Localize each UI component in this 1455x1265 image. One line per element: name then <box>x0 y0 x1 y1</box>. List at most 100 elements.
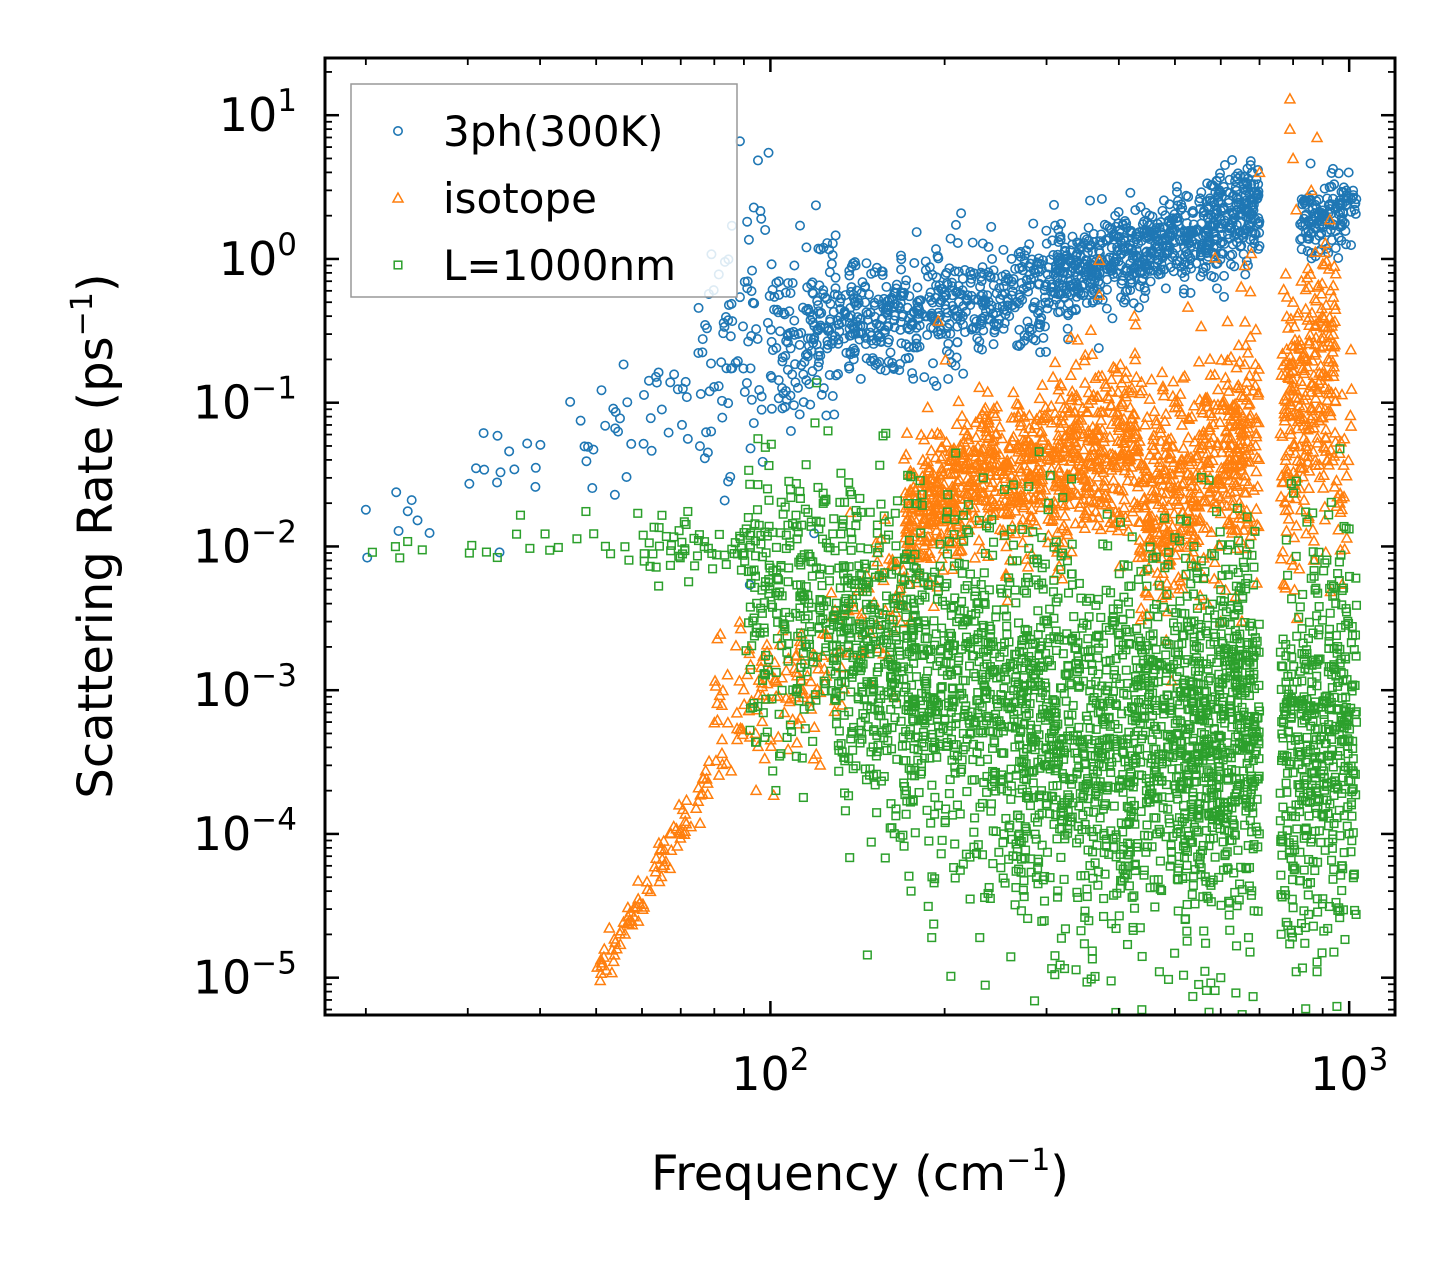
data-point-circle <box>1211 175 1222 186</box>
data-point-triangle <box>708 716 721 728</box>
data-point-circle <box>1010 263 1021 274</box>
data-point-circle <box>821 410 832 421</box>
data-point-circle <box>1083 222 1094 233</box>
data-point-circle <box>1332 202 1343 213</box>
data-point-circle <box>721 363 732 374</box>
data-point-circle <box>914 295 925 306</box>
data-point-triangle <box>594 966 608 978</box>
data-point-circle <box>802 351 813 362</box>
data-point-circle <box>797 302 808 313</box>
data-point-circle <box>745 363 756 374</box>
data-point-circle <box>1229 224 1240 235</box>
data-point-circle <box>998 244 1009 255</box>
data-point-circle <box>656 404 667 415</box>
data-point-circle <box>1181 218 1192 229</box>
data-point-triangle <box>733 615 746 627</box>
data-point-circle <box>622 397 633 408</box>
data-point-circle <box>966 269 977 280</box>
data-point-circle <box>1316 228 1327 239</box>
data-point-circle <box>780 287 791 298</box>
data-point-circle <box>849 296 860 307</box>
data-point-circle <box>1326 235 1337 246</box>
data-point-circle <box>583 441 594 452</box>
data-point-circle <box>1252 192 1263 203</box>
data-point-triangle <box>715 732 729 745</box>
data-point-triangle <box>993 447 1006 460</box>
data-point-circle <box>1102 274 1113 285</box>
data-point-circle <box>1150 232 1161 243</box>
data-point-circle <box>1006 253 1017 264</box>
data-point-circle <box>748 418 759 429</box>
data-point-circle <box>1240 269 1251 280</box>
data-point-circle <box>693 347 704 358</box>
data-point-circle <box>725 363 736 374</box>
data-point-circle <box>1062 268 1073 279</box>
data-point-circle <box>863 289 874 300</box>
data-point-circle <box>788 400 799 411</box>
data-point-triangle <box>653 843 667 855</box>
data-point-circle <box>790 359 801 370</box>
data-point-circle <box>1004 311 1015 322</box>
data-point-circle <box>1219 215 1230 226</box>
data-point-circle <box>1147 211 1158 222</box>
data-point-triangle <box>721 668 734 680</box>
data-point-circle <box>638 438 649 449</box>
data-point-circle <box>999 318 1010 329</box>
data-point-circle <box>862 315 873 326</box>
data-point-triangle <box>710 696 724 709</box>
data-point-circle <box>895 316 906 327</box>
data-point-circle <box>1252 164 1263 175</box>
data-point-triangle <box>968 551 982 563</box>
data-point-circle <box>833 338 844 349</box>
data-point-circle <box>1310 199 1321 210</box>
data-point-circle <box>816 389 827 400</box>
data-point-circle <box>1053 258 1064 269</box>
data-point-circle <box>927 269 938 280</box>
data-point-circle <box>1161 235 1172 246</box>
data-point-circle <box>953 266 964 277</box>
data-point-circle <box>626 438 637 449</box>
data-point-circle <box>1029 297 1040 308</box>
data-point-circle <box>1014 292 1025 303</box>
data-point-circle <box>1219 270 1230 281</box>
data-point-triangle <box>644 884 657 897</box>
data-point-circle <box>843 361 854 372</box>
data-point-circle <box>1215 248 1226 259</box>
data-point-circle <box>723 398 734 409</box>
data-point-circle <box>1107 313 1118 324</box>
data-point-circle <box>1056 218 1067 229</box>
data-point-triangle <box>743 730 757 742</box>
data-point-circle <box>1213 189 1224 200</box>
data-point-circle <box>755 206 766 217</box>
data-point-triangle <box>674 826 687 838</box>
data-point-circle <box>865 327 876 338</box>
data-point-circle <box>1113 207 1124 218</box>
data-point-circle <box>1024 322 1035 333</box>
data-point-circle <box>1087 297 1098 308</box>
data-point-circle <box>754 385 765 396</box>
data-point-triangle <box>743 646 756 659</box>
data-point-circle <box>1015 251 1026 262</box>
data-point-triangle <box>593 973 607 986</box>
data-point-circle <box>471 463 482 474</box>
data-point-circle <box>702 447 713 458</box>
data-point-circle <box>362 552 373 563</box>
data-point-circle <box>1142 260 1153 271</box>
data-point-circle <box>1204 193 1215 204</box>
data-point-circle <box>812 296 823 307</box>
data-point-triangle <box>720 756 733 768</box>
data-point-circle <box>818 383 829 394</box>
data-point-circle <box>522 438 533 449</box>
data-point-circle <box>793 382 804 393</box>
data-point-triangle <box>737 683 751 695</box>
data-point-circle <box>763 147 774 158</box>
data-point-circle <box>1235 171 1246 182</box>
data-point-triangle <box>620 916 634 929</box>
data-point-circle <box>1059 245 1070 256</box>
data-point-circle <box>844 270 855 281</box>
data-point-triangle <box>887 557 900 569</box>
data-point-circle <box>1223 233 1234 244</box>
data-point-triangle <box>882 552 896 564</box>
data-point-circle <box>886 292 897 303</box>
data-point-circle <box>1233 197 1244 208</box>
